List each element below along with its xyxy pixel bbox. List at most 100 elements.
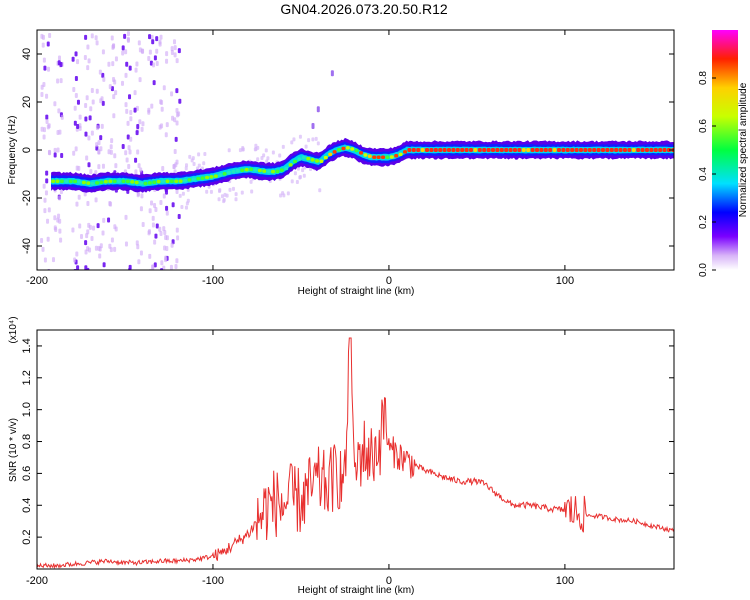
spectrogram-noise-cell <box>173 117 177 123</box>
spectrogram-noise-cell <box>102 217 106 223</box>
colorbar-tick-label: 0.2 <box>698 215 709 229</box>
spectrogram-track-core <box>222 172 227 176</box>
spectrogram-noise-cell <box>112 94 116 100</box>
spectrogram-track-core <box>178 179 183 183</box>
spectrogram-track-core <box>253 168 258 172</box>
spectrogram-noise-cell <box>293 171 297 176</box>
spectrogram-noise-cell <box>90 87 94 93</box>
colorbar-gradient <box>712 30 738 270</box>
spectrogram-noise-cell <box>170 242 174 248</box>
spectrogram-track <box>51 70 674 193</box>
spectrogram-noise-cell <box>133 107 137 113</box>
spectrogram-x-tick-label: 0 <box>386 275 392 287</box>
spectrogram-noise-cell <box>129 136 133 142</box>
spectrogram-noise-cell <box>181 191 185 196</box>
spectrogram-track-core <box>556 148 561 152</box>
snr-y-label: SNR (10 * v/v) <box>8 418 19 482</box>
spectrogram-noise-cell <box>110 138 114 144</box>
spectrogram-noise-cell <box>45 170 49 176</box>
spectrogram-noise-cell <box>95 125 99 131</box>
spectrogram-track-core <box>121 179 126 183</box>
spectrogram-noise-cell <box>147 230 151 236</box>
spectrogram-noise-cell <box>137 163 141 169</box>
spectrogram-track-core <box>429 148 434 152</box>
snr-y-tick-label: 0.2 <box>21 529 33 544</box>
spectrogram-noise-cell <box>60 114 64 120</box>
spectrogram-noise-cell <box>173 148 177 154</box>
spectrogram-noise-cell <box>108 243 112 249</box>
spectrogram-noise-cell <box>155 48 159 54</box>
spectrogram-track-core <box>165 179 170 183</box>
spectrogram-noise-cell <box>121 45 125 51</box>
spectrogram-noise-cell <box>78 223 82 229</box>
spectrogram-noise-cell <box>171 202 175 208</box>
spectrogram-track-core <box>196 176 201 181</box>
spectrogram-track-core <box>600 148 605 152</box>
spectrogram-noise-cell <box>41 246 45 252</box>
spectrogram-track-core <box>534 148 539 152</box>
spectrogram-noise-cell <box>124 72 128 78</box>
spectrogram-noise-cell <box>178 193 182 198</box>
spectrogram-noise-cell <box>53 215 57 221</box>
spectrogram-noise-cell <box>175 107 179 113</box>
spectrogram-track-core <box>323 155 328 160</box>
spectrogram-noise-cell <box>152 80 156 86</box>
spectrogram-track-core <box>517 148 522 152</box>
spectrogram-track-core <box>293 159 298 164</box>
spectrogram-noise-cell <box>86 44 90 50</box>
spectrogram-noise-cell <box>140 193 144 199</box>
spectrogram-y-tick-label: -40 <box>21 238 33 254</box>
spectrogram-noise-cell <box>123 33 127 39</box>
spectrogram-noise-cell <box>78 123 82 129</box>
spectrogram-noise-cell <box>209 189 213 194</box>
spectrogram-noise-cell <box>102 262 106 268</box>
spectrogram-noise-cell <box>90 33 94 39</box>
spectrogram-noise-cell <box>57 55 61 61</box>
spectrogram-noise-cell <box>249 179 253 184</box>
spectrogram-track-core <box>490 148 495 152</box>
spectrogram-noise-cell <box>91 99 95 105</box>
spectrogram-noise-cell <box>76 59 80 65</box>
spectrogram-spike <box>311 123 315 129</box>
spectrogram-track-core <box>130 180 135 184</box>
spectrogram-noise-cell <box>265 159 269 164</box>
spectrogram-noise-cell <box>95 40 99 46</box>
spectrogram-noise-cell <box>76 265 80 270</box>
spectrogram-track-core <box>319 159 324 164</box>
spectrogram-noise-cell <box>107 61 111 67</box>
spectrogram-track-core <box>447 148 452 152</box>
spectrogram-noise-cell <box>126 134 130 140</box>
spectrogram-track-core <box>394 154 399 158</box>
spectrogram-noise-cell <box>135 130 139 136</box>
spectrogram-noise-cell <box>165 210 169 216</box>
spectrogram-track-core <box>266 169 271 174</box>
spectrogram-track-core <box>240 168 245 173</box>
spectrogram-track-core <box>350 147 355 151</box>
spectrogram-track-core <box>174 179 179 183</box>
spectrogram-noise-cell <box>231 186 235 191</box>
spectrogram-noise-cell <box>318 188 322 193</box>
spectrogram-noise-cell <box>85 95 89 101</box>
spectrogram-noise-cell <box>76 123 80 129</box>
spectrogram-noise-cell <box>138 77 142 83</box>
spectrogram-noise-cell <box>278 153 282 158</box>
spectrogram-noise-cell <box>99 98 103 104</box>
spectrogram-noise-cell <box>158 124 162 130</box>
spectrogram-noise-cell <box>147 109 151 115</box>
spectrogram-noise-cell <box>42 57 46 63</box>
spectrogram-track-core <box>359 151 364 155</box>
spectrogram-track-core <box>244 167 249 172</box>
spectrogram-track-core <box>561 148 566 152</box>
spectrogram-noise-cell <box>45 93 49 99</box>
spectrogram-noise-cell <box>42 183 46 189</box>
spectrogram-noise-cell <box>134 169 138 175</box>
spectrogram-spike <box>330 70 334 77</box>
spectrogram-noise-cell <box>155 61 159 67</box>
spectrogram-noise-cell <box>234 197 238 202</box>
spectrogram-noise-cell <box>173 52 177 58</box>
spectrogram-noise-cell <box>177 214 181 220</box>
spectrogram-noise-cell <box>173 39 177 45</box>
spectrogram-x-tick-label: 100 <box>556 275 574 287</box>
spectrogram-noise-cell <box>165 51 169 57</box>
spectrogram-track-core <box>543 148 548 152</box>
